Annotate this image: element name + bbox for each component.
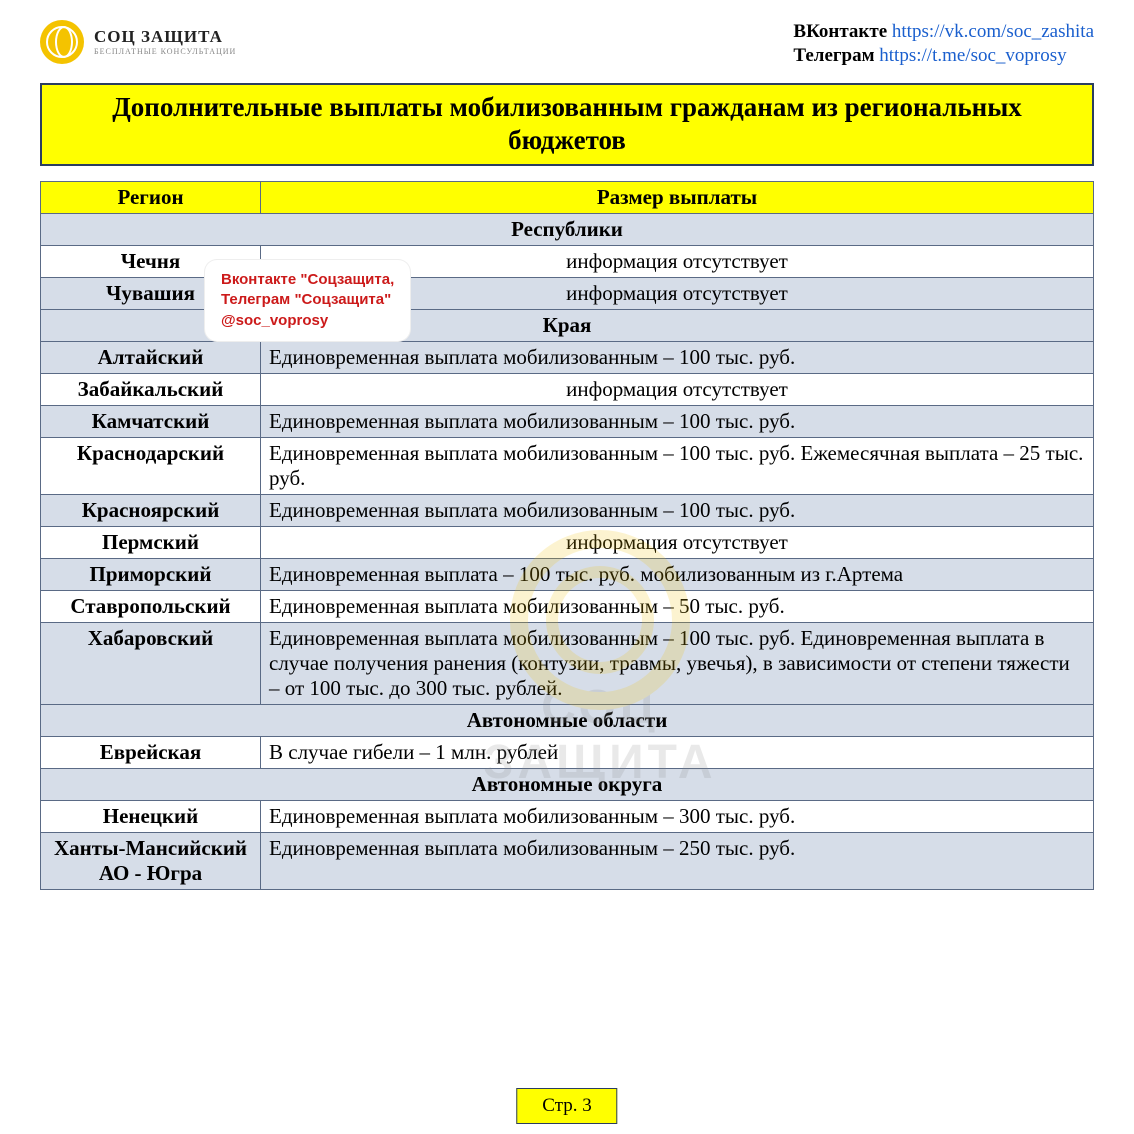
table-row: Чечняинформация отсутствует xyxy=(41,246,1094,278)
section-aok: Автономные округа xyxy=(41,769,1094,801)
col-payment: Размер выплаты xyxy=(261,182,1094,214)
col-region: Регион xyxy=(41,182,261,214)
table-row: ХабаровскийЕдиновременная выплата мобили… xyxy=(41,623,1094,705)
globe-icon xyxy=(40,20,84,64)
logo-text: СОЦ ЗАЩИТА БЕСПЛАТНЫЕ КОНСУЛЬТАЦИИ xyxy=(94,28,236,56)
table-row: ЕврейскаяВ случае гибели – 1 млн. рублей xyxy=(41,737,1094,769)
tg-link[interactable]: https://t.me/soc_voprosy xyxy=(879,45,1066,66)
watermark-box: Вконтакте "Соцзащита, Телеграм "Соцзащит… xyxy=(205,260,410,341)
table-row: КамчатскийЕдиновременная выплата мобилиз… xyxy=(41,406,1094,438)
table-row: КраснодарскийЕдиновременная выплата моби… xyxy=(41,438,1094,495)
table-row: НенецкийЕдиновременная выплата мобилизов… xyxy=(41,801,1094,833)
page-number: Стр. 3 xyxy=(516,1088,617,1124)
table-row: ПриморскийЕдиновременная выплата – 100 т… xyxy=(41,559,1094,591)
logo-line2: ЗАЩИТА xyxy=(141,27,223,46)
table-row: КрасноярскийЕдиновременная выплата мобил… xyxy=(41,495,1094,527)
logo-sub: БЕСПЛАТНЫЕ КОНСУЛЬТАЦИИ xyxy=(94,48,236,56)
section-republics: Республики xyxy=(41,214,1094,246)
vk-label: ВКонтакте xyxy=(793,21,887,42)
table-row: Чувашияинформация отсутствует xyxy=(41,278,1094,310)
table-row: АлтайскийЕдиновременная выплата мобилизо… xyxy=(41,342,1094,374)
table-row: СтавропольскийЕдиновременная выплата моб… xyxy=(41,591,1094,623)
logo-line1: СОЦ xyxy=(94,27,136,46)
section-ao: Автономные области xyxy=(41,705,1094,737)
payments-table: Регион Размер выплаты Республики Чечняин… xyxy=(40,181,1094,890)
table-header-row: Регион Размер выплаты xyxy=(41,182,1094,214)
page-title: Дополнительные выплаты мобилизованным гр… xyxy=(40,83,1094,167)
vk-link[interactable]: https://vk.com/soc_zashita xyxy=(892,21,1094,42)
logo: СОЦ ЗАЩИТА БЕСПЛАТНЫЕ КОНСУЛЬТАЦИИ xyxy=(40,20,236,64)
table-row: Ханты-Мансийский АО - ЮграЕдиновременная… xyxy=(41,833,1094,890)
table-row: Пермскийинформация отсутствует xyxy=(41,527,1094,559)
social-links: ВКонтакте https://vk.com/soc_zashita Тел… xyxy=(793,20,1094,68)
section-krai: Края xyxy=(41,310,1094,342)
table-row: Забайкальскийинформация отсутствует xyxy=(41,374,1094,406)
header: СОЦ ЗАЩИТА БЕСПЛАТНЫЕ КОНСУЛЬТАЦИИ ВКонт… xyxy=(40,20,1094,68)
tg-label: Телеграм xyxy=(793,45,874,66)
